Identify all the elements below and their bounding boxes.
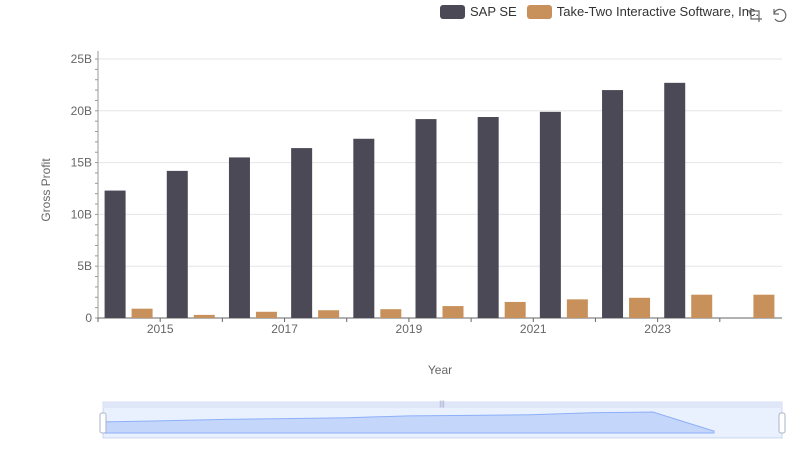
y-axis-label: Gross Profit [39, 158, 53, 222]
legend-label-take-two: Take-Two Interactive Software, Inc. [556, 4, 760, 19]
bar-sap-2019[interactable] [415, 119, 437, 318]
legend-item-take-two[interactable]: Take-Two Interactive Software, Inc. [526, 4, 760, 19]
bar-take-two-2017[interactable] [318, 310, 340, 318]
bar-take-two-2016[interactable] [255, 311, 277, 318]
toolbox [746, 6, 788, 24]
x-tick-label: 2019 [396, 322, 423, 336]
bar-take-two-2022[interactable] [629, 297, 651, 318]
bar-sap-2014[interactable] [104, 190, 126, 318]
x-tick-label: 2015 [147, 322, 174, 336]
slider-left-handle[interactable] [99, 412, 107, 434]
bar-take-two-2014[interactable] [131, 308, 153, 318]
bar-sap-2017[interactable] [291, 148, 313, 318]
legend-label-sap: SAP SE [470, 4, 517, 19]
data-zoom-slider[interactable]: ||| [99, 401, 786, 439]
legend-item-sap[interactable]: SAP SE [440, 4, 517, 19]
legend: SAP SE Take-Two Interactive Software, In… [440, 4, 769, 19]
zoom-icon[interactable] [746, 6, 764, 24]
bar-sap-2015[interactable] [166, 170, 188, 318]
bar-take-two-2015[interactable] [193, 314, 215, 318]
y-tick-label: 20B [71, 104, 92, 118]
bar-take-two-2018[interactable] [380, 309, 402, 318]
bar-sap-2016[interactable] [228, 157, 250, 318]
x-tick-label: 2021 [520, 322, 547, 336]
restore-icon[interactable] [770, 6, 788, 24]
bar-take-two-2021[interactable] [566, 299, 588, 318]
slider-top-bar [103, 402, 782, 408]
bar-sap-2018[interactable] [353, 138, 375, 318]
bar-take-two-2023[interactable] [691, 294, 713, 318]
slider-data-shadow [102, 411, 715, 434]
y-tick-label: 10B [71, 207, 92, 221]
bar-sap-2023[interactable] [664, 82, 686, 318]
bar-sap-2022[interactable] [602, 90, 624, 318]
y-tick-label: 5B [77, 259, 92, 273]
bars [104, 82, 775, 319]
x-axis-label: Year [428, 363, 452, 377]
y-tick-label: 0 [85, 311, 92, 325]
x-tick-label: 2017 [271, 322, 298, 336]
slider-right-handle[interactable] [778, 412, 786, 434]
x-tick-label: 2023 [644, 322, 671, 336]
legend-swatch-take-two [526, 4, 552, 19]
slider-grip-icon[interactable]: ||| [439, 401, 445, 408]
bar-take-two-2020[interactable] [504, 301, 526, 318]
slider-selection [103, 408, 782, 438]
y-tick-label: 15B [71, 156, 92, 170]
y-tick-label: 25B [71, 52, 92, 66]
bar-sap-2021[interactable] [539, 111, 561, 318]
bar-sap-2020[interactable] [477, 117, 499, 319]
bar-take-two-2024[interactable] [753, 294, 775, 318]
bar-take-two-2019[interactable] [442, 306, 464, 318]
legend-swatch-sap [440, 4, 465, 19]
